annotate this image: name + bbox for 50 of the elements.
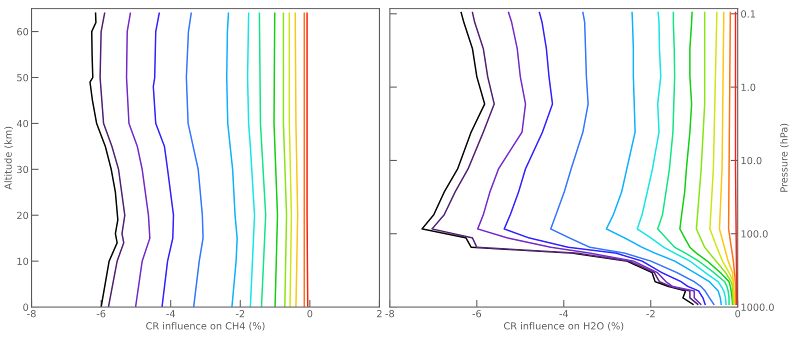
x-tick-label: -6 bbox=[472, 310, 482, 318]
line-series bbox=[734, 12, 738, 306]
line-series bbox=[709, 12, 735, 306]
line-series bbox=[152, 12, 174, 308]
line-series bbox=[186, 12, 204, 308]
y-tick-label: 30 bbox=[17, 166, 28, 174]
y-tick-label: 50 bbox=[17, 74, 28, 82]
line-series bbox=[656, 12, 730, 306]
x-axis-title: CR influence on H2O (%) bbox=[504, 322, 624, 331]
x-tick-label: 2 bbox=[377, 310, 382, 318]
line-series bbox=[679, 12, 734, 306]
x-tick-label: -2 bbox=[236, 310, 244, 318]
y2-tick-label: 10.0 bbox=[742, 156, 762, 164]
y2-tick-label: 1.0 bbox=[742, 84, 756, 91]
line-series bbox=[226, 12, 238, 308]
line-series bbox=[696, 12, 734, 306]
x-tick-label: -4 bbox=[166, 310, 176, 318]
line-series bbox=[304, 12, 306, 308]
x-tick-label: -6 bbox=[96, 310, 106, 318]
y-tick-label: 10 bbox=[17, 258, 28, 265]
line-series bbox=[273, 12, 278, 308]
line-series bbox=[636, 12, 727, 306]
y2-axis-title: Pressure (hPa) bbox=[780, 124, 789, 192]
y2-tick-label: 0.1 bbox=[741, 10, 756, 18]
x-tick-label: -4 bbox=[559, 310, 568, 318]
line-series bbox=[288, 12, 292, 308]
y-tick-label: 40 bbox=[16, 120, 28, 128]
line-series bbox=[99, 12, 126, 308]
y-axis-title: Altitude (km) bbox=[4, 126, 13, 190]
x-tick-label: -2 bbox=[646, 310, 655, 318]
line-series bbox=[606, 12, 722, 306]
y-tick-label: 0 bbox=[23, 304, 28, 311]
x-tick-label: 0 bbox=[735, 310, 740, 318]
line-series bbox=[89, 12, 119, 308]
line-series bbox=[550, 12, 715, 306]
x-tick-label: -8 bbox=[27, 310, 36, 318]
x-tick-label: 0 bbox=[307, 310, 312, 318]
line-series bbox=[258, 12, 266, 308]
line-series bbox=[728, 12, 737, 306]
line-series bbox=[246, 12, 256, 308]
line-series bbox=[718, 12, 736, 306]
y2-tick-label: 1000.0 bbox=[742, 304, 774, 311]
y2-tick-label: 100.0 bbox=[742, 230, 768, 238]
y-tick-label: 60 bbox=[17, 28, 28, 36]
line-series bbox=[126, 12, 151, 308]
line-series bbox=[294, 12, 298, 308]
x-tick-label: -8 bbox=[385, 310, 394, 318]
x-axis-title: CR influence on CH4 (%) bbox=[146, 322, 265, 331]
line-series bbox=[282, 12, 288, 308]
y-tick-label: 20 bbox=[17, 212, 28, 220]
